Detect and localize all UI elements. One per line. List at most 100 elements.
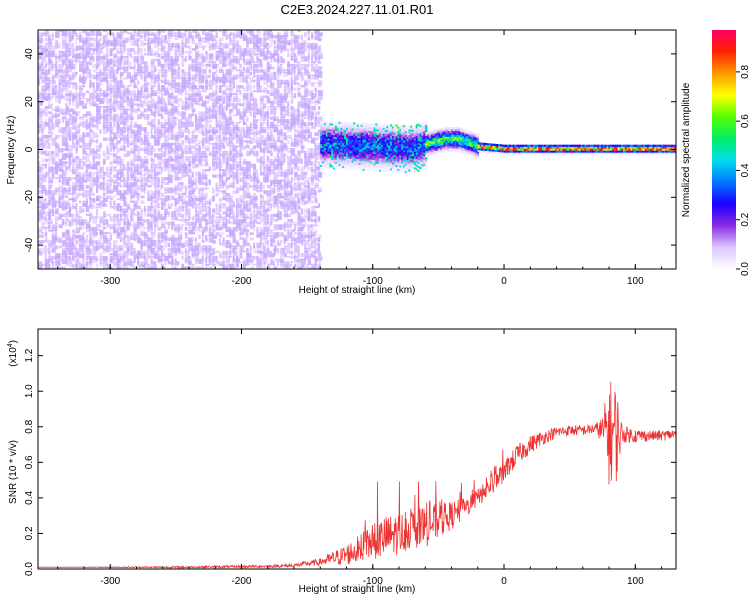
spectrogram-cell	[280, 161, 284, 166]
spectrogram-cell	[147, 237, 152, 241]
spectrogram-cell	[164, 58, 168, 62]
spectrogram-cell	[304, 253, 309, 259]
spectrogram-cell	[51, 169, 55, 175]
spectrogram-cell	[116, 150, 120, 154]
spectrogram-cell	[294, 221, 297, 227]
spectrogram-cell	[246, 232, 249, 238]
spectrogram-cell	[320, 164, 323, 167]
spectrogram-cell	[102, 266, 106, 269]
spectrogram-cell	[222, 77, 227, 83]
spectrogram-cell	[140, 245, 143, 251]
spectrogram-cell	[283, 137, 288, 140]
spectrogram-cell	[242, 245, 246, 248]
spectrogram-cell	[297, 237, 301, 244]
spectrogram-cell	[147, 100, 151, 103]
spectrogram-cell	[208, 229, 211, 233]
spectrogram-cell	[311, 111, 314, 116]
spectrogram-cell	[195, 100, 200, 105]
spectrogram-cell	[184, 100, 188, 104]
spectrogram-cell	[55, 177, 59, 180]
spectrogram-cell	[300, 158, 303, 164]
spectrogram-cell	[102, 192, 107, 195]
spectrogram-cell	[130, 161, 135, 165]
spectrogram-cell	[85, 119, 88, 123]
spectrogram-cell	[38, 69, 43, 73]
spectrogram-cell	[283, 221, 288, 228]
spectrogram-cell	[195, 253, 199, 257]
spectrogram-cell	[41, 50, 45, 57]
spectrogram-cell	[273, 111, 276, 118]
spectrogram-cell	[72, 58, 77, 63]
spectrogram-cell	[236, 208, 239, 214]
spectrogram-cell	[75, 111, 81, 114]
spectrogram-cell	[48, 98, 52, 101]
spectrogram-cell	[191, 245, 197, 252]
spectrogram-cell	[51, 190, 57, 196]
spectrogram-cell	[164, 74, 167, 81]
spectrogram-cell	[270, 190, 274, 195]
spectrogram-cell	[109, 187, 113, 192]
spectrogram-cell	[317, 203, 320, 208]
spectrogram-cell	[304, 71, 309, 76]
spectrogram-cell	[222, 261, 226, 267]
spectrogram-cell	[133, 248, 136, 253]
spectrogram-cell	[85, 156, 90, 163]
spectrogram-cell	[218, 69, 224, 74]
spectrogram-cell	[256, 190, 261, 193]
spectrogram-cell	[276, 261, 280, 266]
spectrogram-cells	[38, 30, 676, 269]
spectrogram-cell	[270, 158, 273, 163]
spectrogram-cell	[82, 92, 86, 96]
spectrogram-cell	[58, 261, 61, 266]
spectrogram-cell	[55, 253, 61, 259]
spectrogram-cell	[222, 85, 225, 87]
spectrogram-cell	[123, 66, 129, 71]
spectrogram-cell	[218, 108, 224, 112]
spectrogram-cell	[116, 82, 119, 88]
spectrogram-cell	[41, 87, 46, 92]
spectrogram-cell	[160, 100, 166, 106]
spectrogram-cell	[242, 61, 247, 65]
spectrogram-cell	[205, 148, 210, 152]
spectrogram-cell	[222, 219, 225, 224]
spectrogram-cell	[143, 48, 146, 52]
spectrogram-cell	[92, 37, 97, 42]
spectrogram-cell	[177, 177, 182, 181]
spectrogram-cell	[44, 45, 49, 48]
spectrogram-cell	[150, 245, 153, 251]
spectrogram-cell	[147, 82, 150, 86]
spectrogram-cell	[218, 119, 221, 123]
spectrogram-cell	[242, 119, 245, 125]
spectrogram-cell	[225, 161, 230, 166]
spectrogram-cell	[58, 203, 64, 206]
spectrogram-cell	[297, 66, 300, 71]
spectrogram-cell	[65, 166, 71, 170]
spectrogram-cell	[106, 182, 110, 186]
spectrogram-cell	[225, 50, 230, 56]
spectrogram-cell	[116, 187, 119, 193]
spectrogram-cell	[171, 203, 174, 206]
spectrogram-cell	[123, 242, 128, 248]
spectrogram-cell	[55, 121, 60, 128]
spectrogram-cell	[253, 132, 258, 135]
spectrogram-cell	[195, 45, 199, 50]
spectrogram-cell	[61, 45, 66, 49]
spectrogram-cell	[205, 266, 208, 269]
spectrogram-cell	[177, 82, 181, 87]
spectrogram-cell	[208, 127, 212, 133]
spectrogram-cell	[137, 145, 142, 151]
spectrogram-cell	[276, 98, 282, 102]
spectrogram-cell	[188, 63, 194, 68]
spectrogram-cell	[99, 263, 103, 267]
spectrogram-cell	[137, 124, 142, 129]
spectrogram-cell	[160, 253, 166, 258]
spectrogram-cell	[276, 242, 281, 246]
spectrogram-cell	[259, 148, 265, 153]
spectrogram-cell	[201, 140, 205, 146]
spectrogram-cell	[253, 255, 258, 260]
spectrogram-cell	[283, 111, 289, 117]
spectrogram-cell	[246, 250, 249, 257]
spectrogram-cell	[320, 153, 323, 156]
spectrogram-cell	[304, 213, 307, 218]
spectrogram-cell	[160, 245, 164, 248]
